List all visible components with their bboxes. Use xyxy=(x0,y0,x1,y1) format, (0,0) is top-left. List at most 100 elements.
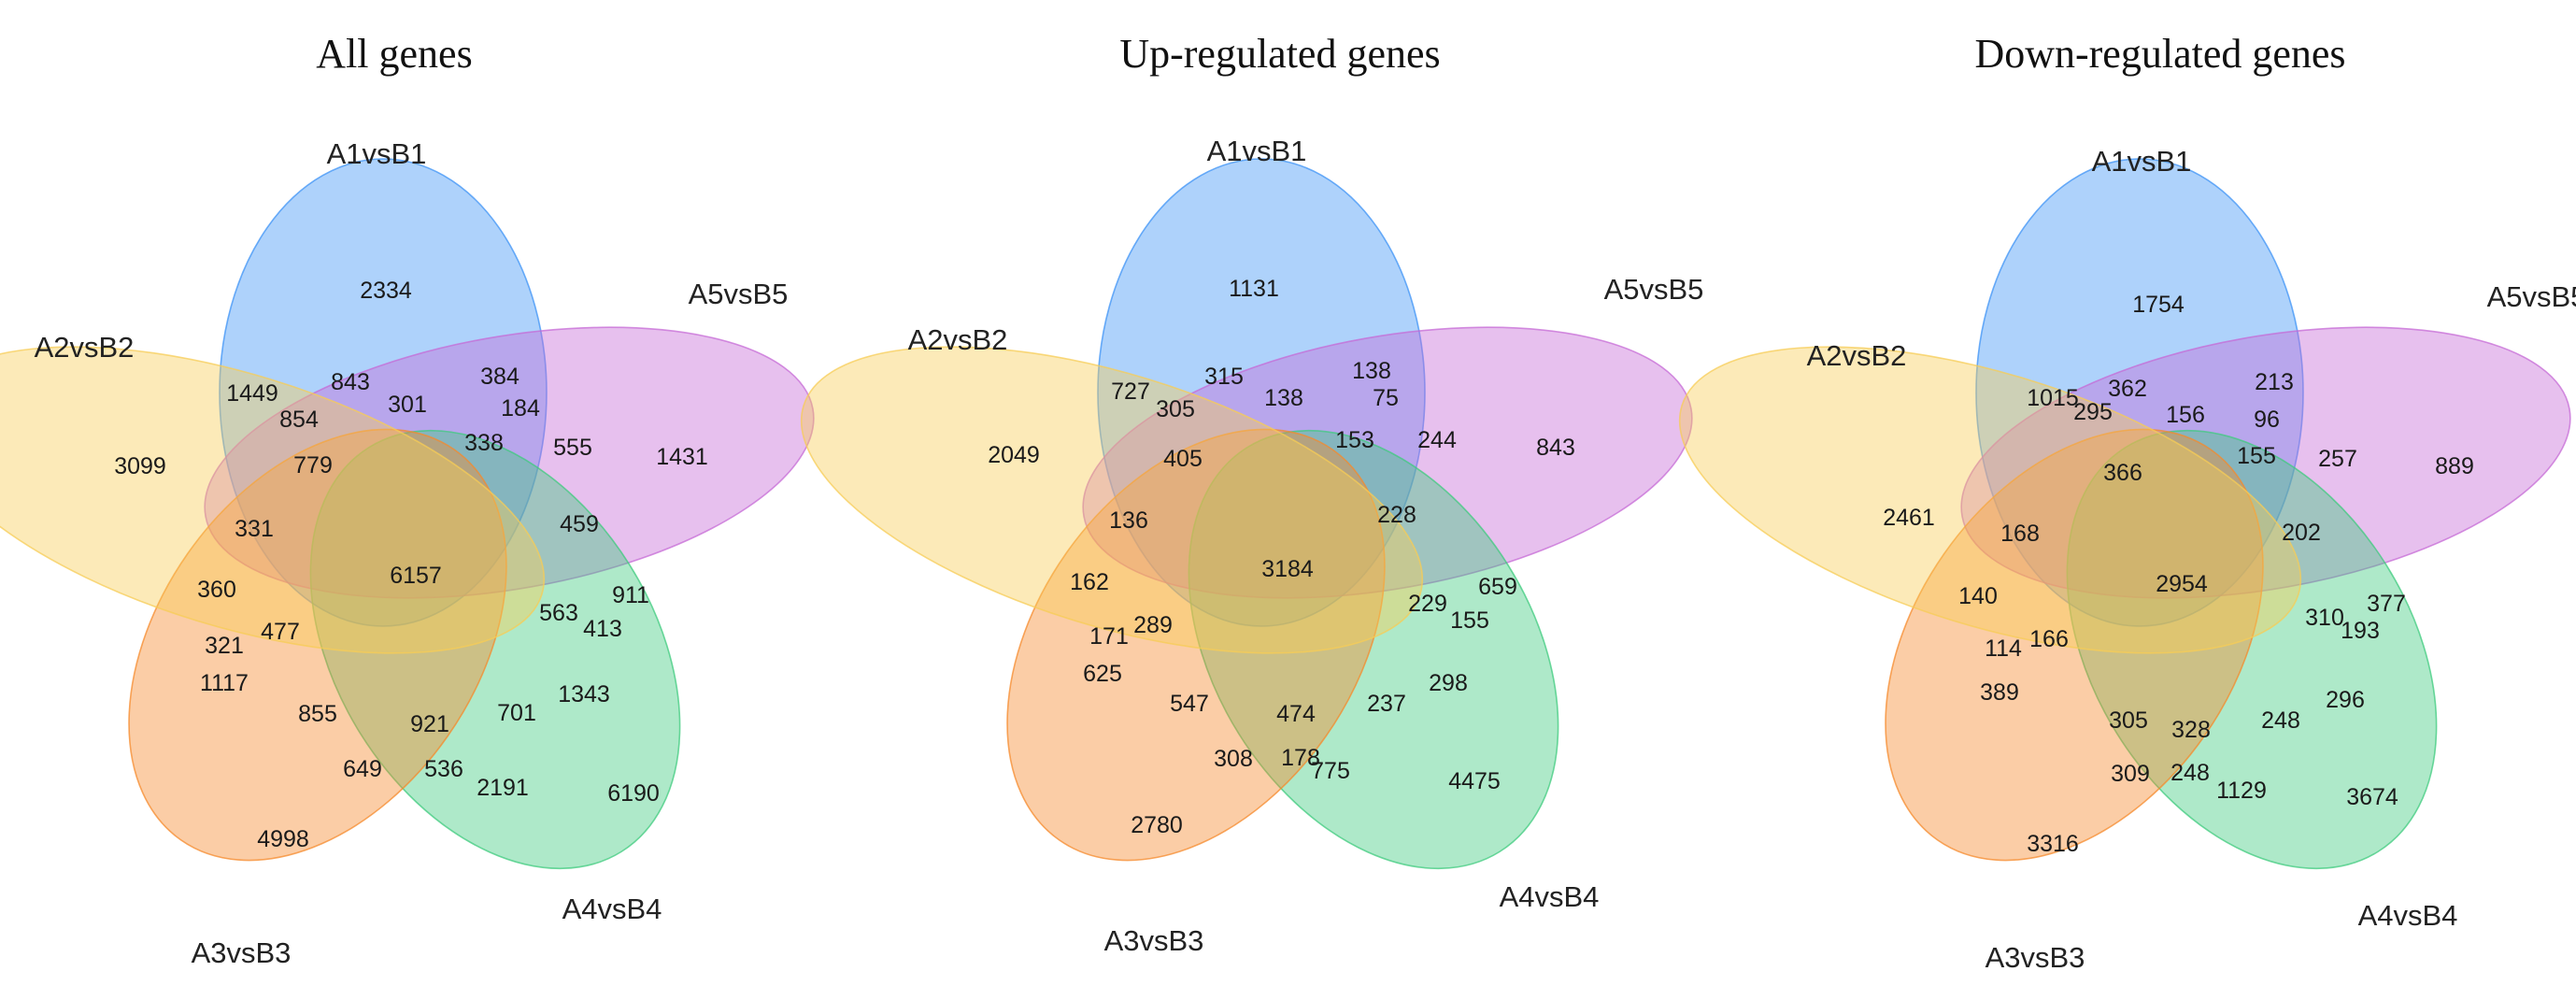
region-count: 155 xyxy=(2237,443,2276,469)
diagram-title: Down-regulated genes xyxy=(1974,31,2345,77)
region-count: 547 xyxy=(1170,691,1209,717)
region-count: 1343 xyxy=(558,681,610,707)
region-count: 310 xyxy=(2305,605,2344,631)
region-count: 843 xyxy=(331,369,370,395)
region-count: 308 xyxy=(1214,746,1253,772)
region-count: 413 xyxy=(583,616,622,642)
region-count: 6190 xyxy=(607,780,660,807)
set-label-a1vsb1: A1vsB1 xyxy=(1207,135,1307,167)
petal-a4vsb4 xyxy=(309,429,681,870)
region-count: 3099 xyxy=(114,453,166,479)
region-count: 3674 xyxy=(2346,784,2398,810)
region-count: 248 xyxy=(2170,760,2210,786)
region-count: 362 xyxy=(2108,376,2147,402)
region-count: 244 xyxy=(1417,427,1457,453)
set-label-a5vsb5: A5vsB5 xyxy=(1604,273,1704,306)
region-count: 184 xyxy=(501,395,540,421)
region-count: 1117 xyxy=(200,670,249,696)
region-count: 156 xyxy=(2166,402,2205,428)
petal-a2vsb2 xyxy=(0,346,546,654)
region-count: 166 xyxy=(2029,626,2069,652)
set-label-a5vsb5: A5vsB5 xyxy=(2487,280,2576,313)
region-count: 155 xyxy=(1450,607,1489,634)
region-count: 153 xyxy=(1335,427,1374,453)
region-count: 309 xyxy=(2111,761,2150,787)
region-count: 229 xyxy=(1408,591,1447,617)
region-count: 911 xyxy=(612,582,649,608)
region-count: 6157 xyxy=(390,563,442,589)
region-count: 305 xyxy=(1156,396,1195,422)
set-label-a3vsb3: A3vsB3 xyxy=(1985,941,2085,974)
petal-a5vsb5 xyxy=(204,326,815,599)
petal-a5vsb5 xyxy=(1082,326,1693,599)
region-count: 563 xyxy=(539,600,578,626)
venn-diagram-3: Down-regulated genes A1vsB1 A5vsB5 A4vsB4 A3… xyxy=(1678,31,2576,974)
region-count: 138 xyxy=(1352,358,1391,384)
region-count: 659 xyxy=(1478,574,1517,600)
region-count: 555 xyxy=(553,435,592,461)
region-count: 315 xyxy=(1204,364,1244,390)
petal-a2vsb2 xyxy=(800,346,1424,654)
region-count: 1015 xyxy=(2027,385,2079,411)
region-count: 136 xyxy=(1109,507,1148,534)
petal-a2vsb2 xyxy=(1678,346,2302,654)
region-count: 301 xyxy=(388,392,427,418)
region-count: 2049 xyxy=(988,442,1040,468)
region-count: 360 xyxy=(197,577,236,603)
region-count: 649 xyxy=(343,756,382,782)
region-count: 296 xyxy=(2326,687,2365,713)
region-count: 2954 xyxy=(2156,571,2208,597)
petal-a1vsb1 xyxy=(1975,158,2304,627)
venn-diagram-2: Up-regulated genes A1vsB1 A5vsB5 A4vsB4 A3vs… xyxy=(800,31,1704,957)
region-count: 1131 xyxy=(1229,276,1279,302)
region-count: 405 xyxy=(1163,446,1203,472)
region-count: 328 xyxy=(2171,717,2211,743)
region-count: 366 xyxy=(2103,460,2142,486)
region-count: 477 xyxy=(261,619,300,645)
venn-diagram-1: All genes A1vsB1 A5vsB5 A4vsB4 A3vsB3 A2vsB2 2… xyxy=(0,31,815,969)
set-label-a2vsb2: A2vsB2 xyxy=(908,323,1008,356)
region-count: 248 xyxy=(2261,707,2300,734)
region-count: 889 xyxy=(2435,453,2474,479)
region-count: 96 xyxy=(2254,407,2280,433)
region-count: 202 xyxy=(2282,520,2321,546)
diagram-title: Up-regulated genes xyxy=(1119,31,1440,77)
region-count: 114 xyxy=(1985,636,2022,662)
set-label-a2vsb2: A2vsB2 xyxy=(35,331,135,364)
region-count: 4998 xyxy=(257,826,309,852)
petal-a3vsb3 xyxy=(1885,428,2264,862)
region-count: 3184 xyxy=(1261,556,1314,582)
set-label-a4vsb4: A4vsB4 xyxy=(1500,880,1600,913)
region-count: 775 xyxy=(1311,758,1350,784)
region-count: 727 xyxy=(1111,379,1150,405)
region-count: 178 xyxy=(1281,745,1320,771)
set-label-a2vsb2: A2vsB2 xyxy=(1807,339,1907,372)
region-count: 321 xyxy=(205,633,244,659)
region-count: 298 xyxy=(1429,670,1468,696)
region-count: 536 xyxy=(424,756,463,782)
region-count: 389 xyxy=(1980,679,2019,706)
set-label-a3vsb3: A3vsB3 xyxy=(192,936,292,969)
region-count: 459 xyxy=(560,511,599,537)
region-count: 843 xyxy=(1536,435,1575,461)
diagram-title: All genes xyxy=(316,31,472,77)
region-count: 237 xyxy=(1367,691,1406,717)
set-label-a1vsb1: A1vsB1 xyxy=(327,137,427,170)
region-count: 162 xyxy=(1070,569,1109,595)
region-count: 140 xyxy=(1958,583,1998,609)
region-count: 921 xyxy=(410,711,449,737)
region-count: 2334 xyxy=(360,278,412,304)
region-count: 854 xyxy=(279,407,319,433)
set-label-a5vsb5: A5vsB5 xyxy=(689,278,789,310)
region-count: 295 xyxy=(2073,399,2113,425)
region-count: 2191 xyxy=(477,775,529,801)
set-label-a1vsb1: A1vsB1 xyxy=(2092,145,2192,178)
region-count: 228 xyxy=(1377,502,1416,528)
region-count: 384 xyxy=(480,364,519,390)
region-count: 625 xyxy=(1083,661,1122,687)
region-count: 305 xyxy=(2109,707,2148,734)
region-count: 213 xyxy=(2255,369,2294,395)
petal-a3vsb3 xyxy=(1006,428,1386,862)
region-count: 138 xyxy=(1264,385,1303,411)
region-count: 1431 xyxy=(656,444,708,470)
